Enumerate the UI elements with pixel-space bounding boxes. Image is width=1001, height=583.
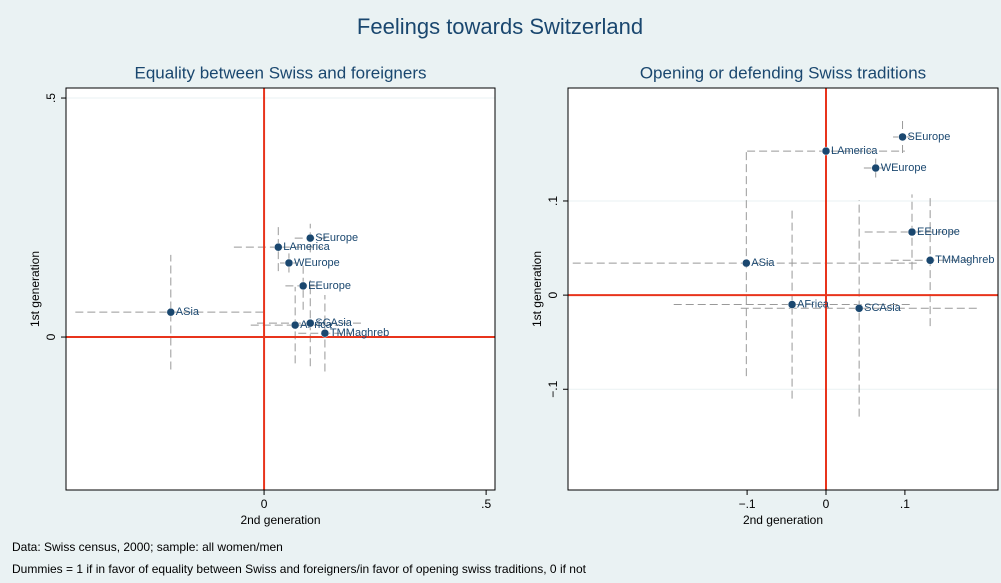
point — [290, 320, 300, 330]
y-tick-label: .1 — [546, 196, 560, 206]
y-tick-label: .5 — [44, 93, 58, 103]
x-tick-label: .5 — [481, 497, 491, 511]
point — [320, 328, 330, 338]
x-axis-title: 2nd generation — [240, 513, 320, 527]
x-tick-label: .1 — [900, 497, 910, 511]
y-axis-title: 1st generation — [530, 251, 544, 327]
point-label: SCAsia — [864, 302, 902, 314]
point-label: EEurope — [917, 226, 960, 238]
point-label: ASia — [176, 306, 200, 318]
point — [306, 233, 315, 243]
point — [925, 256, 935, 265]
point — [166, 307, 176, 317]
point-label: AFrica — [797, 298, 830, 310]
x-axis-title: 2nd generation — [743, 513, 823, 527]
figure-title: Feelings towards Switzerland — [357, 14, 643, 39]
point-label: SCAsia — [315, 317, 353, 329]
point — [787, 300, 797, 309]
point-label: LAmerica — [831, 145, 878, 157]
plot-clip: SEuropeLAmericaWEuropeEEuropeASiaAFricaS… — [66, 88, 495, 490]
y-axis-title: 1st generation — [28, 251, 42, 327]
point-label: SEurope — [315, 232, 358, 244]
point — [306, 318, 315, 328]
point-label: EEurope — [308, 280, 351, 292]
note: Data: Swiss census, 2000; sample: all wo… — [12, 540, 283, 554]
plot-area — [66, 88, 495, 490]
point-label: WEurope — [881, 162, 927, 174]
point-label: ASia — [751, 257, 775, 269]
point-label: TMMaghreb — [935, 254, 994, 266]
point — [298, 281, 308, 291]
point — [871, 163, 880, 173]
x-tick-label: −.1 — [739, 497, 756, 511]
point-label: SEurope — [908, 131, 951, 143]
chart-title: Equality between Swiss and foreigners — [135, 63, 427, 82]
plot-area — [568, 88, 998, 490]
x-tick-label: 0 — [261, 497, 268, 511]
point — [898, 132, 907, 142]
point — [821, 146, 831, 156]
y-tick-label: 0 — [546, 291, 560, 298]
plot-frame — [567, 87, 999, 491]
point — [907, 227, 917, 237]
x-tick-label: 0 — [823, 497, 830, 511]
point — [284, 258, 294, 268]
point — [742, 258, 751, 268]
y-tick-label: 0 — [44, 333, 58, 340]
y-tick-label: −.1 — [546, 380, 560, 397]
point — [274, 242, 283, 252]
point-label: LAmerica — [283, 241, 330, 253]
chart-title: Opening or defending Swiss traditions — [640, 63, 926, 82]
plot-frame — [65, 87, 496, 491]
point-label: WEurope — [294, 257, 340, 269]
point — [854, 304, 864, 313]
point-label: TMMaghreb — [330, 327, 389, 339]
note: Dummies = 1 if in favor of equality betw… — [12, 562, 587, 576]
